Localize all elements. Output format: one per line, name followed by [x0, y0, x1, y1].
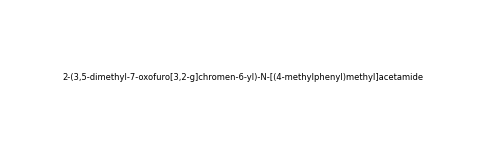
Text: 2-(3,5-dimethyl-7-oxofuro[3,2-g]chromen-6-yl)-N-[(4-methylphenyl)methyl]acetamid: 2-(3,5-dimethyl-7-oxofuro[3,2-g]chromen-… — [62, 73, 424, 81]
